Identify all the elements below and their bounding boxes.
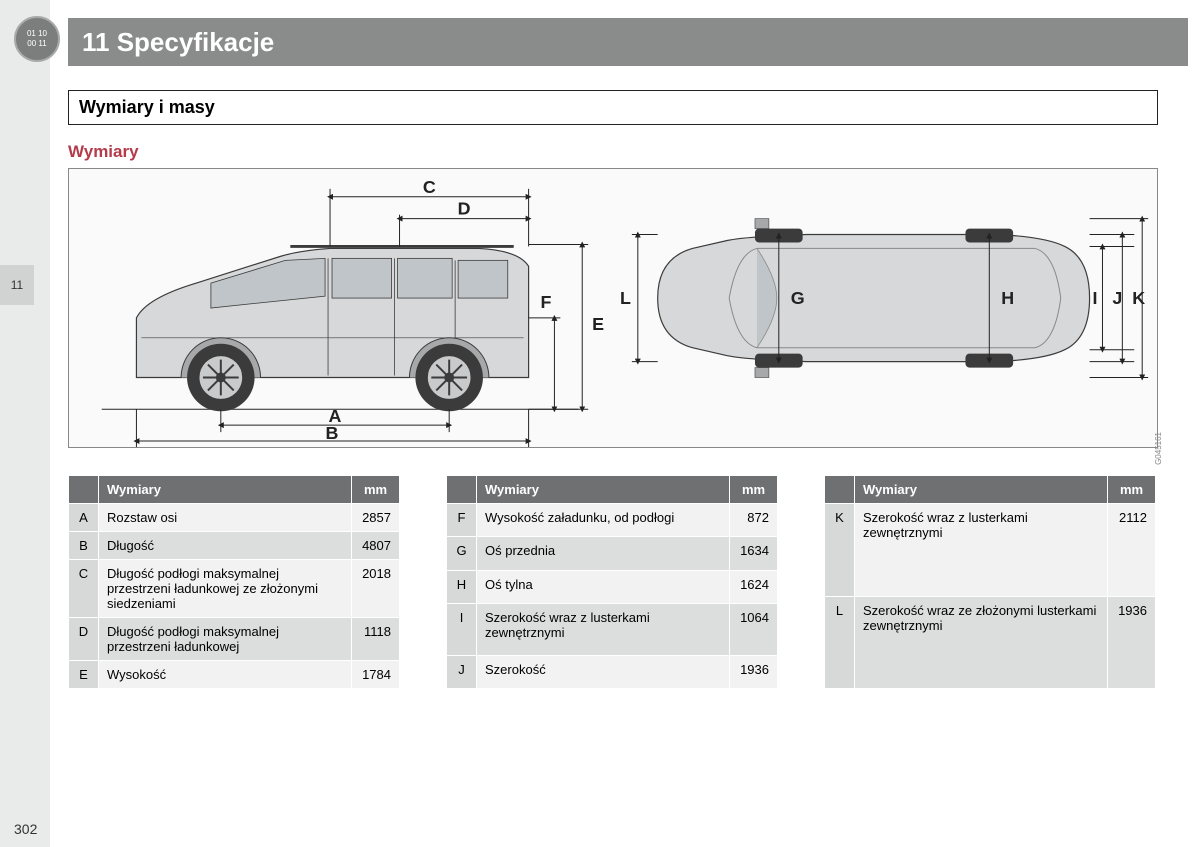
dim-label-D: D xyxy=(458,199,471,219)
table-row: GOś przednia1634 xyxy=(447,537,778,570)
table-header-mm: mm xyxy=(730,476,778,504)
dim-letter: A xyxy=(69,504,99,532)
dim-value: 1936 xyxy=(1108,596,1156,689)
dim-label-G: G xyxy=(791,288,805,308)
dimensions-table-2: WymiarymmFWysokość załadunku, od pod­łog… xyxy=(446,475,778,689)
dim-letter: E xyxy=(69,661,99,689)
dim-label-B: B xyxy=(326,423,339,443)
dimensions-table-1: WymiarymmARozstaw osi2857BDługość4807CDł… xyxy=(68,475,400,689)
dim-letter: H xyxy=(447,570,477,603)
dim-label-L: L xyxy=(620,288,631,308)
dim-label-E: E xyxy=(592,314,604,334)
table-row: EWysokość1784 xyxy=(69,661,400,689)
table-header-letter xyxy=(447,476,477,504)
dim-value: 1624 xyxy=(730,570,778,603)
chapter-badge: 01 10 00 11 xyxy=(14,16,60,62)
dimensions-table-3: WymiarymmKSzerokość wraz z lusterkami ze… xyxy=(824,475,1156,689)
dim-letter: F xyxy=(447,504,477,537)
table-row: JSzerokość1936 xyxy=(447,655,778,688)
badge-line-1: 01 10 xyxy=(27,29,47,39)
table-row: FWysokość załadunku, od pod­łogi872 xyxy=(447,504,778,537)
dim-desc: Długość podłogi maksymalnej przestrzeni … xyxy=(99,618,352,661)
diagram-reference-code: G045161 xyxy=(1154,432,1163,465)
badge-line-2: 00 11 xyxy=(27,39,46,49)
dim-letter: I xyxy=(447,604,477,655)
dim-desc: Wysokość załadunku, od pod­łogi xyxy=(477,504,730,537)
section-heading-box: Wymiary i masy xyxy=(68,90,1158,125)
table-row: ARozstaw osi2857 xyxy=(69,504,400,532)
dim-value: 1118 xyxy=(352,618,400,661)
dim-letter: B xyxy=(69,532,99,560)
table-header-letter xyxy=(69,476,99,504)
dim-desc: Oś tylna xyxy=(477,570,730,603)
dim-value: 1784 xyxy=(352,661,400,689)
section-subheading: Wymiary xyxy=(68,142,139,162)
chapter-tab: 11 xyxy=(0,265,34,305)
dim-desc: Szerokość wraz z lusterkami zewnętrznymi xyxy=(477,604,730,655)
dim-value: 872 xyxy=(730,504,778,537)
dim-desc: Szerokość wraz ze złożonymi lusterkami z… xyxy=(855,596,1108,689)
dim-value: 2857 xyxy=(352,504,400,532)
table-header-desc: Wymiary xyxy=(477,476,730,504)
dim-value: 1936 xyxy=(730,655,778,688)
section-heading: Wymiary i masy xyxy=(79,97,215,117)
dim-label-C: C xyxy=(423,177,436,197)
dim-label-H: H xyxy=(1001,288,1014,308)
dim-desc: Szerokość wraz z lusterkami zewnętrznymi xyxy=(855,504,1108,597)
table-row: ISzerokość wraz z lusterkami zewnętrznym… xyxy=(447,604,778,655)
dim-letter: D xyxy=(69,618,99,661)
dim-desc: Długość podłogi maksymalnej przestrzeni … xyxy=(99,560,352,618)
dim-letter: J xyxy=(447,655,477,688)
table-header-letter xyxy=(825,476,855,504)
table-row: DDługość podłogi maksymalnej przestrzeni… xyxy=(69,618,400,661)
table-row: BDługość4807 xyxy=(69,532,400,560)
dim-letter: C xyxy=(69,560,99,618)
table-row: KSzerokość wraz z lusterkami zewnętrznym… xyxy=(825,504,1156,597)
dim-desc: Rozstaw osi xyxy=(99,504,352,532)
table-row: HOś tylna1624 xyxy=(447,570,778,603)
dim-letter: K xyxy=(825,504,855,597)
dim-desc: Wysokość xyxy=(99,661,352,689)
dim-value: 1634 xyxy=(730,537,778,570)
table-header-mm: mm xyxy=(1108,476,1156,504)
table-header-desc: Wymiary xyxy=(99,476,352,504)
dim-label-F: F xyxy=(541,292,552,312)
dim-letter: G xyxy=(447,537,477,570)
dim-value: 4807 xyxy=(352,532,400,560)
left-margin xyxy=(0,0,50,847)
dim-desc: Długość xyxy=(99,532,352,560)
dim-value: 2018 xyxy=(352,560,400,618)
chapter-title-bar: 11 Specyfikacje xyxy=(68,18,1188,66)
table-header-desc: Wymiary xyxy=(855,476,1108,504)
dim-label-K: K xyxy=(1132,288,1145,308)
dim-desc: Oś przednia xyxy=(477,537,730,570)
dim-desc: Szerokość xyxy=(477,655,730,688)
table-row: CDługość podłogi maksymalnej przestrzeni… xyxy=(69,560,400,618)
dim-letter: L xyxy=(825,596,855,689)
chapter-title: 11 Specyfikacje xyxy=(82,27,274,58)
dim-value: 2112 xyxy=(1108,504,1156,597)
table-header-mm: mm xyxy=(352,476,400,504)
dim-label-I: I xyxy=(1093,288,1098,308)
dimensions-diagram: A B C D E F xyxy=(68,168,1158,448)
page-number: 302 xyxy=(14,821,37,837)
dim-value: 1064 xyxy=(730,604,778,655)
table-row: LSzerokość wraz ze złożonymi lusterkami … xyxy=(825,596,1156,689)
dimensions-tables: WymiarymmARozstaw osi2857BDługość4807CDł… xyxy=(68,475,1158,689)
dim-label-J: J xyxy=(1112,288,1122,308)
